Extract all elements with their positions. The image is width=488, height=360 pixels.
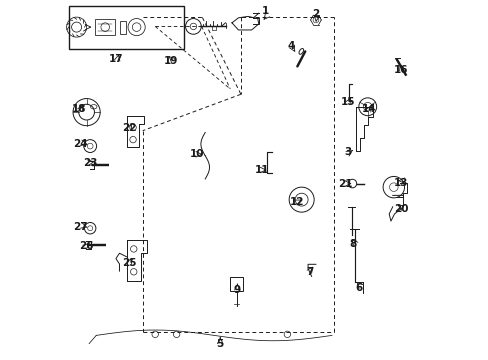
Text: 8: 8 (349, 239, 356, 249)
Text: 10: 10 (190, 149, 204, 159)
Bar (230, 277, 243, 291)
Bar (95, 19, 115, 35)
Bar (212, 26, 216, 30)
Text: 26: 26 (79, 241, 94, 251)
Text: 3: 3 (344, 147, 351, 157)
Text: 15: 15 (340, 97, 355, 107)
Text: 1: 1 (262, 6, 269, 17)
Bar (69, 6, 183, 49)
Bar (120, 21, 125, 33)
Text: 16: 16 (393, 65, 407, 75)
Text: 18: 18 (72, 104, 86, 114)
Text: 25: 25 (122, 258, 137, 268)
Text: 12: 12 (289, 197, 304, 207)
Text: 21: 21 (337, 179, 352, 189)
Text: 5: 5 (215, 339, 223, 348)
Text: 2: 2 (312, 9, 319, 19)
Text: 4: 4 (286, 41, 294, 51)
Text: 14: 14 (361, 104, 375, 114)
Text: 27: 27 (73, 222, 88, 232)
Text: 9: 9 (233, 285, 241, 295)
Text: 19: 19 (164, 57, 178, 66)
Text: 13: 13 (393, 178, 407, 188)
Text: 20: 20 (393, 204, 407, 214)
Text: 7: 7 (305, 267, 312, 277)
Text: 17: 17 (109, 54, 123, 64)
Text: 24: 24 (73, 139, 88, 149)
Text: 22: 22 (122, 123, 137, 133)
Text: 23: 23 (83, 158, 97, 168)
Text: 6: 6 (354, 283, 362, 293)
Text: 11: 11 (254, 165, 268, 175)
